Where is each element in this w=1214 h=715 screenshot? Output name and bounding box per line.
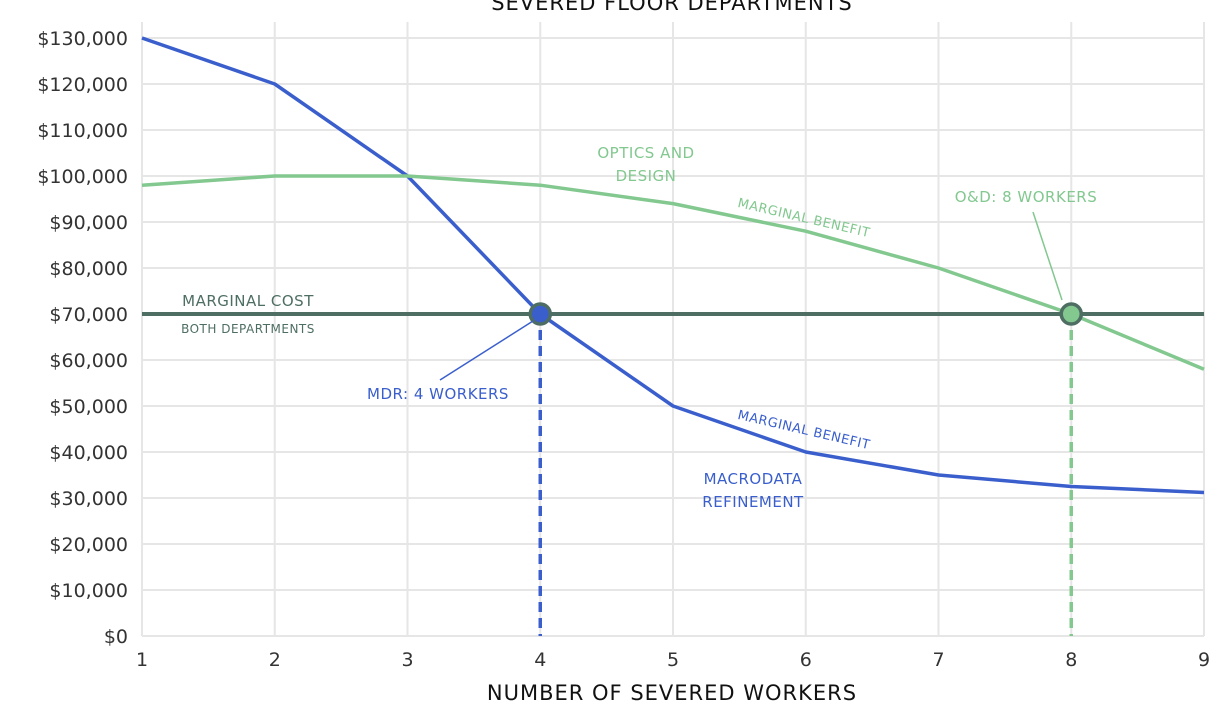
od-department-label-2: DESIGN [616, 167, 677, 185]
marginal-cost-sublabel: BOTH DEPARTMENTS [181, 322, 315, 336]
x-tick-label: 4 [534, 649, 546, 671]
intersection-point-od [1059, 302, 1083, 326]
x-tick-label: 2 [269, 649, 281, 671]
y-tick-label: $130,000 [37, 28, 128, 50]
marginal-cost-label: MARGINAL COST [182, 292, 314, 310]
od-marginal-benefit-label: MARGINAL BENEFIT [736, 196, 871, 241]
y-tick-label: $120,000 [37, 74, 128, 96]
od-leader-line [1032, 211, 1063, 301]
y-tick-label: $110,000 [37, 120, 128, 142]
x-axis-ticks: 1 2 3 4 5 6 7 8 9 [136, 649, 1210, 671]
y-tick-label: $90,000 [49, 212, 128, 234]
x-tick-label: 5 [667, 649, 679, 671]
x-tick-label: 7 [932, 649, 944, 671]
y-tick-label: $20,000 [49, 534, 128, 556]
y-tick-label: $50,000 [49, 396, 128, 418]
y-tick-label: $0 [104, 626, 128, 648]
mdr-department-label-2: REFINEMENT [702, 493, 804, 511]
series-line-mdr [141, 36, 1205, 495]
x-tick-label: 8 [1065, 649, 1077, 671]
od-department-label-1: OPTICS AND [597, 144, 694, 162]
x-tick-label: 1 [136, 649, 148, 671]
mdr-leader-line [439, 320, 534, 381]
mdr-department-label-1: MACRODATA [704, 470, 803, 488]
od-point-label: O&D: 8 WORKERS [955, 188, 1098, 206]
mdr-point-label: MDR: 4 WORKERS [367, 385, 509, 403]
x-tick-label: 3 [401, 649, 413, 671]
y-tick-label: $30,000 [49, 488, 128, 510]
y-tick-label: $80,000 [49, 258, 128, 280]
series-line-od [141, 174, 1205, 371]
y-tick-label: $100,000 [37, 166, 128, 188]
x-tick-label: 9 [1198, 649, 1210, 671]
mdr-marginal-benefit-label: MARGINAL BENEFIT [736, 408, 871, 453]
series-layer [141, 36, 1205, 495]
intersection-point-mdr [528, 302, 552, 326]
marks-layer [528, 302, 1083, 636]
x-axis-label: NUMBER OF SEVERED WORKERS [487, 681, 857, 705]
y-tick-label: $10,000 [49, 580, 128, 602]
chart-title: SEVERED FLOOR DEPARTMENTS [491, 0, 853, 15]
y-tick-label: $70,000 [49, 304, 128, 326]
y-tick-label: $60,000 [49, 350, 128, 372]
y-axis-ticks: $0 $10,000 $20,000 $30,000 $40,000 $50,000 $60… [37, 28, 128, 648]
x-tick-label: 6 [800, 649, 812, 671]
y-tick-label: $40,000 [49, 442, 128, 464]
